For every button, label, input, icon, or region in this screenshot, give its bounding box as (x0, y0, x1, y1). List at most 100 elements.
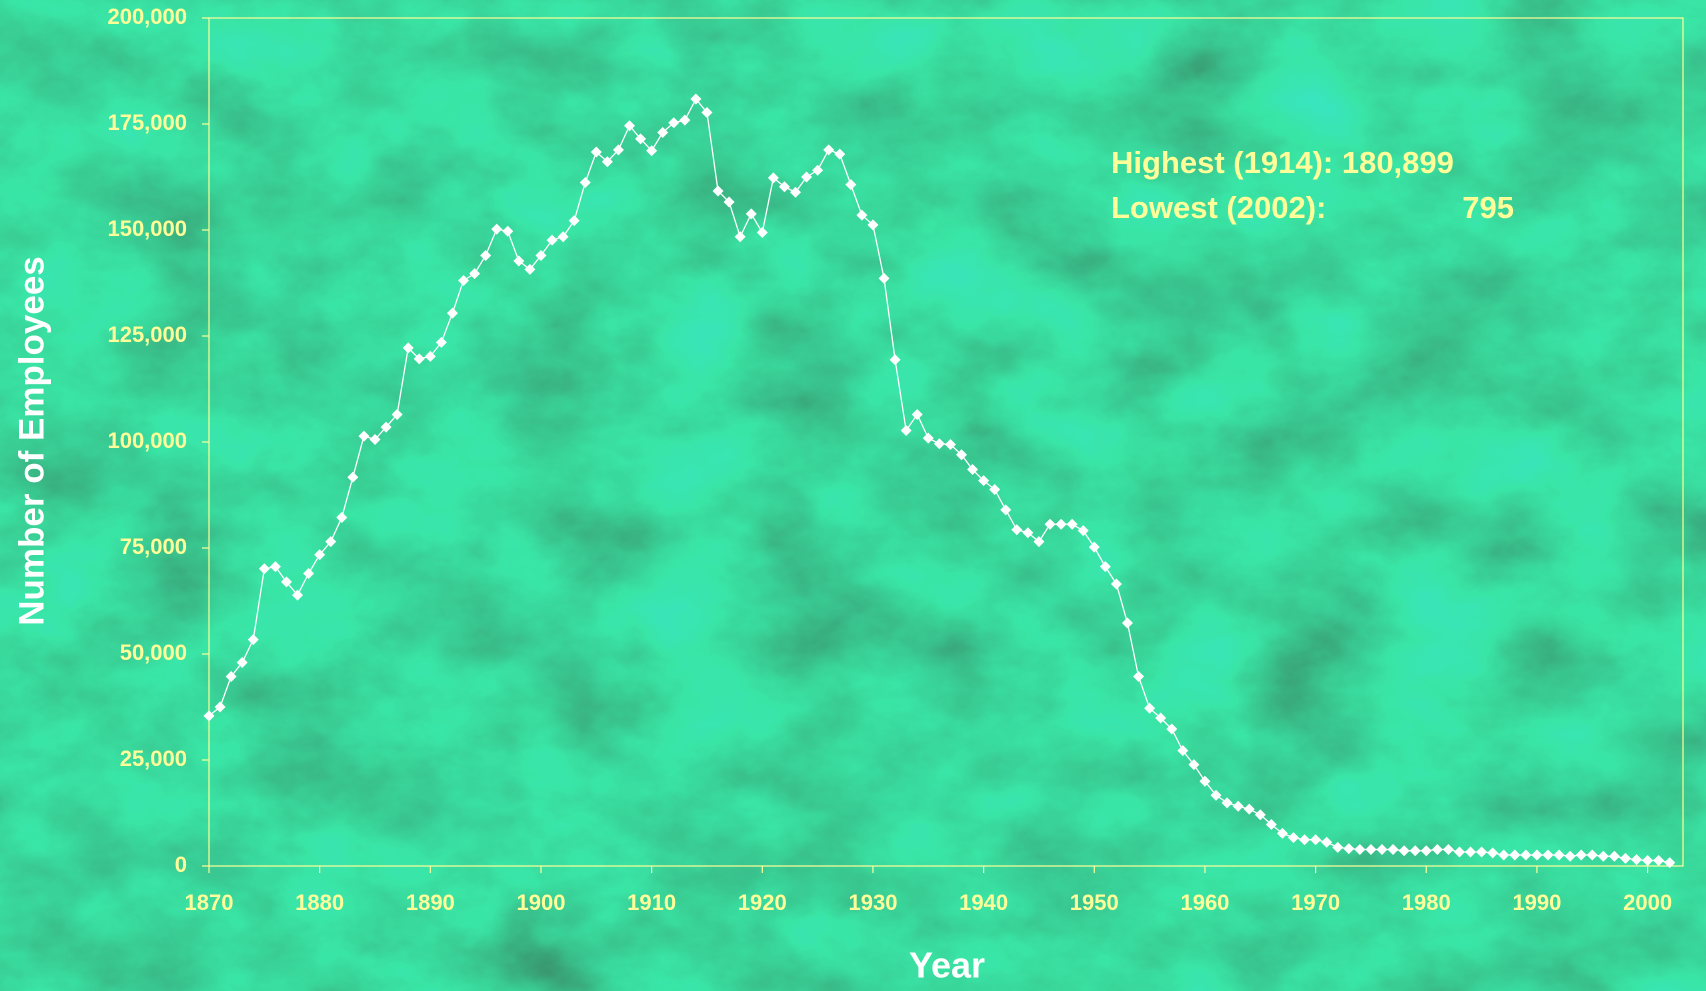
x-tick-label: 1960 (1180, 890, 1229, 915)
marker (469, 268, 481, 280)
marker (590, 146, 602, 158)
marker (1044, 518, 1056, 530)
marker (1011, 524, 1023, 536)
y-axis-label: Number of Employees (12, 256, 51, 626)
x-tick-label: 1980 (1402, 890, 1451, 915)
annotation: 795 (1462, 190, 1514, 225)
marker (1254, 809, 1266, 821)
marker (435, 336, 447, 348)
marker (546, 234, 558, 246)
marker (1442, 843, 1454, 855)
marker (812, 164, 824, 176)
marker (1653, 854, 1665, 866)
marker (1199, 775, 1211, 787)
marker (723, 196, 735, 208)
marker (856, 209, 868, 221)
marker (480, 249, 492, 261)
marker (900, 425, 912, 437)
marker (1321, 836, 1333, 848)
marker (1276, 827, 1288, 839)
marker (1243, 803, 1255, 815)
marker (1177, 745, 1189, 757)
marker (292, 589, 304, 601)
annotation: Lowest (2002): (1111, 190, 1326, 225)
marker (1465, 846, 1477, 858)
y-tick-label: 50,000 (120, 640, 187, 665)
marker (1642, 854, 1654, 866)
marker (214, 701, 226, 713)
marker (1365, 843, 1377, 855)
marker (303, 567, 315, 579)
marker (502, 225, 514, 237)
marker (413, 353, 425, 365)
marker (358, 430, 370, 442)
marker (1409, 845, 1421, 857)
x-tick-label: 1890 (406, 890, 455, 915)
marker (336, 511, 348, 523)
marker (1354, 843, 1366, 855)
marker (690, 93, 702, 105)
x-tick-label: 1950 (1070, 890, 1119, 915)
marker (955, 449, 967, 461)
marker (446, 307, 458, 319)
marker (247, 634, 259, 646)
marker (1509, 849, 1521, 861)
y-tick-label: 75,000 (120, 534, 187, 559)
marker (646, 145, 658, 157)
marker (1221, 797, 1233, 809)
marker (1077, 525, 1089, 537)
marker (391, 408, 403, 420)
marker (1531, 849, 1543, 861)
marker (624, 120, 636, 132)
marker (1542, 849, 1554, 861)
marker (978, 475, 990, 487)
marker (1332, 841, 1344, 853)
marker (236, 656, 248, 668)
marker (524, 263, 536, 275)
marker (1121, 617, 1133, 629)
marker (989, 483, 1001, 495)
marker (922, 432, 934, 444)
y-tick-label: 125,000 (107, 322, 187, 347)
marker (612, 144, 624, 156)
x-tick-label: 1920 (738, 890, 787, 915)
marker (734, 231, 746, 243)
marker (1299, 834, 1311, 846)
marker (701, 107, 713, 119)
y-tick-label: 0 (175, 852, 187, 877)
marker (1144, 702, 1156, 714)
marker (1376, 843, 1388, 855)
marker (933, 438, 945, 450)
marker (1431, 843, 1443, 855)
y-tick-label: 175,000 (107, 110, 187, 135)
marker (1420, 845, 1432, 857)
marker (911, 408, 923, 420)
y-tick-label: 25,000 (120, 746, 187, 771)
marker (1055, 518, 1067, 530)
marker (635, 133, 647, 145)
x-tick-label: 1880 (295, 890, 344, 915)
marker (679, 114, 691, 126)
marker (767, 172, 779, 184)
marker (889, 354, 901, 366)
marker (1155, 712, 1167, 724)
marker (513, 255, 525, 267)
marker (790, 186, 802, 198)
marker (314, 549, 326, 561)
marker (1000, 504, 1012, 516)
marker (867, 219, 879, 231)
marker (601, 156, 613, 168)
marker (491, 223, 503, 235)
marker (203, 710, 215, 722)
marker (1586, 849, 1598, 861)
marker (1487, 847, 1499, 859)
marker (1066, 518, 1078, 530)
x-tick-label: 1910 (627, 890, 676, 915)
marker (280, 576, 292, 588)
marker (944, 439, 956, 451)
marker (1631, 854, 1643, 866)
marker (778, 181, 790, 193)
marker (402, 342, 414, 354)
marker (1088, 541, 1100, 553)
